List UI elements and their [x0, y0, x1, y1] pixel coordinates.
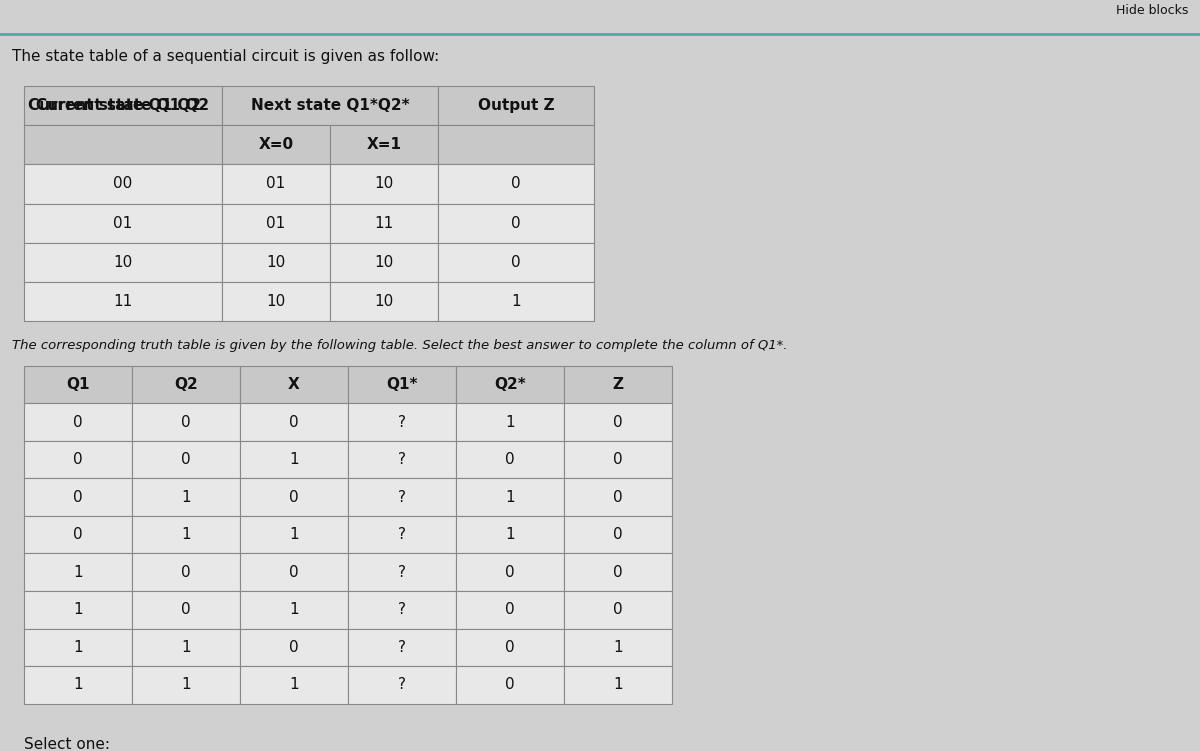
- Text: 0: 0: [181, 565, 191, 580]
- Text: 0: 0: [73, 415, 83, 430]
- Text: 0: 0: [613, 602, 623, 617]
- Text: 1: 1: [289, 602, 299, 617]
- Text: ?: ?: [398, 565, 406, 580]
- Text: 10: 10: [266, 294, 286, 309]
- Text: Q2*: Q2*: [494, 377, 526, 392]
- Text: 10: 10: [374, 294, 394, 309]
- Text: ?: ?: [398, 527, 406, 542]
- Text: 0: 0: [505, 640, 515, 655]
- Text: X=0: X=0: [258, 137, 294, 152]
- Text: ?: ?: [398, 677, 406, 692]
- Text: 0: 0: [289, 415, 299, 430]
- Text: 01: 01: [266, 216, 286, 231]
- Text: 10: 10: [266, 255, 286, 270]
- Text: The state table of a sequential circuit is given as follow:: The state table of a sequential circuit …: [12, 49, 439, 64]
- Text: 1: 1: [289, 677, 299, 692]
- Text: 10: 10: [113, 255, 133, 270]
- Text: 1: 1: [505, 415, 515, 430]
- Text: 0: 0: [505, 677, 515, 692]
- Text: 0: 0: [613, 415, 623, 430]
- Text: X=1: X=1: [366, 137, 402, 152]
- Text: 0: 0: [181, 602, 191, 617]
- Text: The corresponding truth table is given by the following table. Select the best a: The corresponding truth table is given b…: [12, 339, 787, 352]
- Text: 1: 1: [73, 602, 83, 617]
- Text: 1: 1: [73, 640, 83, 655]
- Text: 11: 11: [374, 216, 394, 231]
- Text: ?: ?: [398, 415, 406, 430]
- Text: 0: 0: [289, 490, 299, 505]
- Text: Current state Q1 Q2: Current state Q1 Q2: [36, 98, 210, 113]
- Text: 1: 1: [613, 640, 623, 655]
- Text: 01: 01: [266, 176, 286, 192]
- Text: 1: 1: [613, 677, 623, 692]
- Text: 0: 0: [73, 527, 83, 542]
- Text: X: X: [288, 377, 300, 392]
- Text: 1: 1: [289, 527, 299, 542]
- Text: 0: 0: [613, 490, 623, 505]
- Text: 10: 10: [374, 255, 394, 270]
- Text: 0: 0: [511, 176, 521, 192]
- Text: ?: ?: [398, 602, 406, 617]
- Text: Q2: Q2: [174, 377, 198, 392]
- Text: 1: 1: [73, 677, 83, 692]
- Text: 0: 0: [613, 527, 623, 542]
- Text: ?: ?: [398, 490, 406, 505]
- Text: 1: 1: [181, 640, 191, 655]
- Text: 0: 0: [505, 452, 515, 467]
- Text: 11: 11: [113, 294, 133, 309]
- Text: 1: 1: [181, 527, 191, 542]
- Text: 1: 1: [289, 452, 299, 467]
- Text: 0: 0: [511, 255, 521, 270]
- Text: Q1*: Q1*: [386, 377, 418, 392]
- Text: 0: 0: [73, 490, 83, 505]
- Text: Next state Q1*Q2*: Next state Q1*Q2*: [251, 98, 409, 113]
- Text: ?: ?: [398, 640, 406, 655]
- Text: ?: ?: [398, 452, 406, 467]
- Text: 1: 1: [505, 490, 515, 505]
- Text: 1: 1: [73, 565, 83, 580]
- Text: 0: 0: [511, 216, 521, 231]
- Text: 01: 01: [113, 216, 133, 231]
- Text: 1: 1: [505, 527, 515, 542]
- Text: 0: 0: [73, 452, 83, 467]
- Text: Z: Z: [612, 377, 624, 392]
- Text: Current state Q1 Q2: Current state Q1 Q2: [28, 98, 200, 113]
- Text: 00: 00: [113, 176, 133, 192]
- Text: 1: 1: [181, 490, 191, 505]
- Text: 0: 0: [181, 452, 191, 467]
- Text: 1: 1: [511, 294, 521, 309]
- Text: 0: 0: [613, 452, 623, 467]
- Text: 10: 10: [374, 176, 394, 192]
- Text: 0: 0: [505, 565, 515, 580]
- Text: 0: 0: [613, 565, 623, 580]
- Text: 0: 0: [181, 415, 191, 430]
- Text: Q1: Q1: [66, 377, 90, 392]
- Text: 0: 0: [289, 640, 299, 655]
- Text: Hide blocks: Hide blocks: [1116, 4, 1188, 17]
- Text: 0: 0: [289, 565, 299, 580]
- Text: Select one:: Select one:: [24, 737, 110, 751]
- Text: Output Z: Output Z: [478, 98, 554, 113]
- Text: 0: 0: [505, 602, 515, 617]
- Text: 1: 1: [181, 677, 191, 692]
